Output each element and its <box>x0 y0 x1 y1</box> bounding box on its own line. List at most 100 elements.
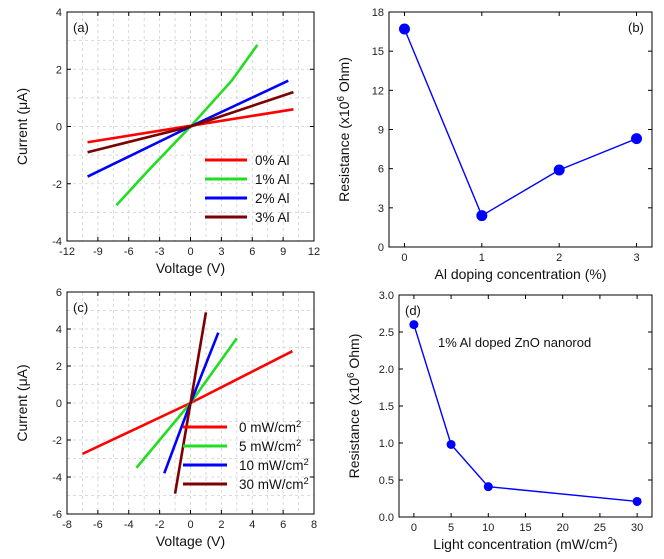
x-tick-label: 15 <box>519 522 531 534</box>
y-tick-label: 0.0 <box>379 512 394 524</box>
y-tick-label: 3 <box>378 203 384 215</box>
x-tick-label: 0 <box>187 519 193 531</box>
x-tick-label: -6 <box>93 519 103 531</box>
data-point <box>483 482 493 492</box>
y-tick-label: 9 <box>378 125 384 137</box>
y-tick-label: 0 <box>378 242 384 254</box>
x-tick-label: 20 <box>557 522 569 534</box>
panel-label: (c) <box>73 300 88 315</box>
series-line <box>173 312 208 494</box>
x-tick-label: 8 <box>311 519 317 531</box>
panel-label: (b) <box>628 20 644 35</box>
legend: 0% Al 1% Al 2% Al 3% Al <box>205 153 290 225</box>
y-tick-label: 2 <box>56 361 62 373</box>
x-tick-label: 2 <box>556 252 562 264</box>
legend-label: 5 mW/cm2 <box>239 438 301 455</box>
panel-label: (d) <box>405 303 421 318</box>
y-tick-label: -2 <box>52 435 62 447</box>
data-point <box>476 210 488 222</box>
y-tick-label: -2 <box>52 179 62 191</box>
x-axis-label: Al doping concentration (%) <box>435 266 607 282</box>
y-tick-label: 1.0 <box>379 438 394 450</box>
legend: 0 mW/cm2 5 mW/cm2 10 mW/cm2 30 mW/cm2 <box>183 419 309 492</box>
panel-label: (a) <box>73 20 89 35</box>
y-tick-label: 4 <box>56 324 62 336</box>
chart-panel-d: 0 5 10 15 20 25 30 0.0 0.5 1.0 1.5 2.0 2.5 3.0 Light c… <box>346 290 653 552</box>
x-tick-label: 0 <box>411 522 417 534</box>
data-point <box>553 164 565 176</box>
x-axis-label: Light concentration (mW/cm2) <box>433 536 617 553</box>
chart-panel-a: -12 -9 -6 -3 0 3 6 9 12 -4 -2 0 2 4 Voltage (V) Current… <box>14 7 320 276</box>
y-tick-label: 6 <box>378 164 384 176</box>
x-tick-label: 30 <box>631 522 643 534</box>
legend-label: 2% Al <box>255 191 290 206</box>
data-point <box>409 320 419 330</box>
x-tick-label: -8 <box>62 519 72 531</box>
y-tick-label: 18 <box>372 7 384 19</box>
ticks: 0 5 10 15 20 25 30 0.0 0.5 1.0 1.5 2.0 2.5 3.0 <box>379 290 652 534</box>
series-line <box>87 90 294 154</box>
y-tick-label: 0.5 <box>379 475 394 487</box>
x-tick-label: 4 <box>249 519 255 531</box>
x-tick-label: 9 <box>280 246 286 258</box>
legend-label: 10 mW/cm2 <box>239 457 309 474</box>
ticks: -12 -9 -6 -3 0 3 6 9 12 -4 -2 0 2 4 <box>52 7 320 258</box>
x-tick-label: 0 <box>401 252 407 264</box>
x-tick-label: -12 <box>59 246 75 258</box>
y-tick-label: 6 <box>56 287 62 299</box>
x-tick-label: 6 <box>280 519 286 531</box>
legend-label: 3% Al <box>255 210 290 225</box>
x-tick-label: 0 <box>187 246 193 258</box>
data-point <box>446 439 456 449</box>
y-tick-label: 0 <box>56 398 62 410</box>
plot-frame <box>398 294 653 518</box>
y-tick-label: -4 <box>52 236 62 248</box>
x-tick-label: -9 <box>93 246 103 258</box>
x-tick-label: 25 <box>594 522 606 534</box>
x-tick-label: 1 <box>479 252 485 264</box>
y-tick-label: 2.0 <box>379 364 394 376</box>
data-point <box>631 133 643 145</box>
annotation: 1% Al doped ZnO nanorod <box>438 335 591 350</box>
x-tick-label: 3 <box>218 246 224 258</box>
y-axis-label: Current (μA) <box>14 88 30 165</box>
data-point <box>398 23 410 35</box>
x-tick-label: 12 <box>308 246 320 258</box>
y-axis-label: Current (μA) <box>14 364 30 441</box>
x-tick-label: 2 <box>218 519 224 531</box>
x-tick-label: -3 <box>155 246 165 258</box>
x-tick-label: -6 <box>124 246 134 258</box>
plot-frame <box>388 11 653 248</box>
legend-label: 1% Al <box>255 172 290 187</box>
series-line <box>403 28 637 217</box>
y-tick-label: 15 <box>372 46 384 58</box>
y-tick-label: 3.0 <box>379 290 394 302</box>
y-tick-label: 2 <box>56 64 62 76</box>
legend-label: 0% Al <box>255 153 290 168</box>
legend-label: 0 mW/cm2 <box>239 419 301 436</box>
x-tick-label: 3 <box>633 252 639 264</box>
y-tick-label: -4 <box>52 472 62 484</box>
x-tick-label: 6 <box>249 246 255 258</box>
x-tick-label: 5 <box>448 522 454 534</box>
y-axis-label: Resistance (x106 Ohm) <box>346 334 363 479</box>
y-tick-label: 0 <box>56 122 62 134</box>
y-tick-label: 12 <box>372 85 384 97</box>
x-axis-label: Voltage (V) <box>156 260 225 276</box>
x-tick-label: -2 <box>155 519 165 531</box>
y-tick-label: 2.5 <box>379 327 394 339</box>
y-tick-label: 4 <box>56 7 62 19</box>
x-axis-label: Voltage (V) <box>156 533 225 549</box>
y-tick-label: -6 <box>52 509 62 521</box>
data-point <box>632 496 642 506</box>
x-tick-label: -4 <box>124 519 134 531</box>
y-axis-label: Resistance (x106 Ohm) <box>336 57 353 202</box>
y-tick-label: 1.5 <box>379 401 394 413</box>
series-line <box>413 324 638 503</box>
x-tick-label: 10 <box>482 522 494 534</box>
